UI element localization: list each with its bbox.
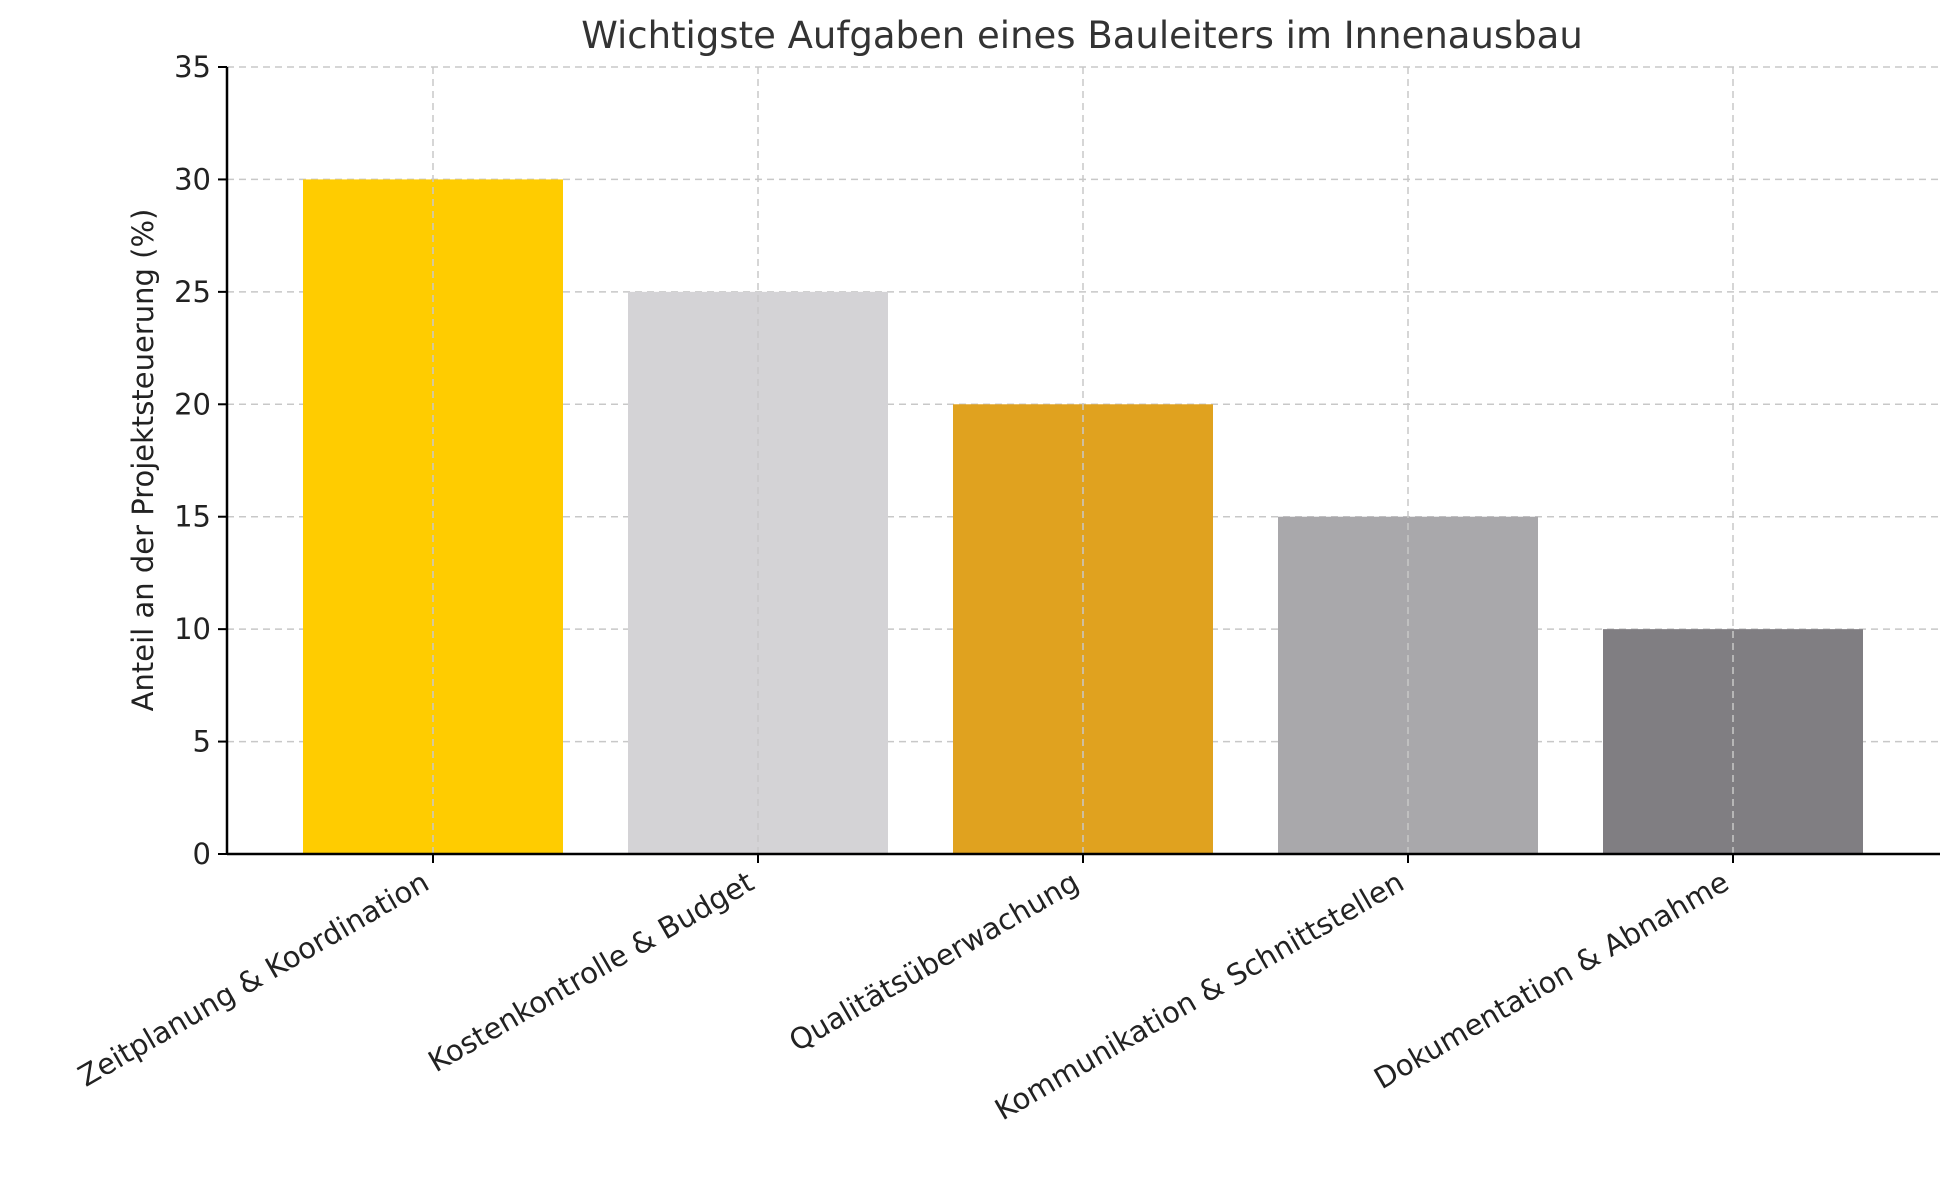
y-tick-labels: 0 5 10 15 20 25 30 35 bbox=[174, 50, 211, 871]
y-tick-label: 30 bbox=[174, 162, 211, 196]
x-tick-label: Qualitätsüberwachung bbox=[783, 865, 1084, 1059]
chart-title: Wichtigste Aufgaben eines Bauleiters im … bbox=[581, 14, 1583, 57]
x-tick-labels: Zeitplanung & KoordinationKostenkontroll… bbox=[72, 865, 1734, 1127]
y-tick-label: 5 bbox=[193, 725, 211, 759]
bar bbox=[953, 404, 1213, 854]
y-tick-label: 0 bbox=[193, 837, 211, 871]
x-tick-label: Zeitplanung & Koordination bbox=[72, 865, 434, 1094]
y-tick-label: 15 bbox=[174, 500, 211, 534]
y-tick-label: 10 bbox=[174, 612, 211, 646]
y-axis-label: Anteil an der Projektsteuerung (%) bbox=[126, 209, 160, 712]
axes-layer bbox=[218, 66, 1940, 863]
y-tick-label: 25 bbox=[174, 275, 211, 309]
y-tick-label: 20 bbox=[174, 387, 211, 421]
y-tick-label: 35 bbox=[174, 50, 211, 84]
x-tick-label: Dokumentation & Abnahme bbox=[1368, 865, 1734, 1096]
x-tick-label: Kostenkontrolle & Budget bbox=[422, 865, 759, 1079]
